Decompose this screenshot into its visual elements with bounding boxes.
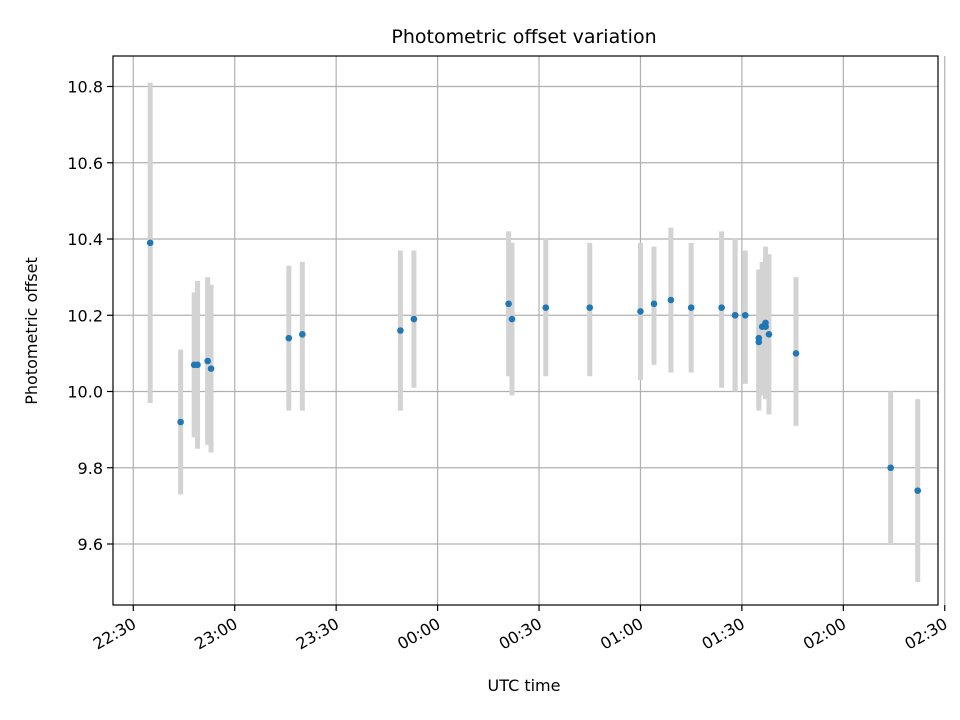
y-tick-label: 10.6 — [67, 154, 103, 173]
chart-title: Photometric offset variation — [391, 26, 656, 48]
y-tick-label: 9.8 — [78, 459, 103, 478]
plot-area-frame — [112, 55, 939, 606]
data-point — [792, 350, 800, 357]
data-point — [194, 361, 201, 369]
y-tick-label: 10.0 — [67, 383, 103, 402]
data-point — [204, 357, 211, 365]
data-point — [667, 296, 675, 304]
y-axis-ticks: 9.6 9.8 10.0 10.2 10.4 10.6 10.8 — [67, 78, 113, 554]
data-point — [762, 319, 769, 327]
data-point — [741, 311, 749, 319]
data-point — [397, 327, 404, 334]
data-point — [687, 304, 695, 311]
data-point — [285, 334, 293, 342]
x-axis-title: UTC time — [488, 676, 561, 695]
data-point — [765, 331, 773, 338]
data-point — [637, 308, 644, 315]
y-tick-label: 10.2 — [67, 306, 103, 325]
data-point — [755, 338, 763, 346]
data-point — [542, 304, 550, 311]
data-point — [299, 331, 306, 338]
data-point — [207, 365, 215, 372]
y-tick-label: 10.8 — [67, 78, 103, 97]
data-point — [887, 464, 894, 472]
data-point — [914, 487, 922, 494]
data-point — [586, 304, 594, 311]
y-axis-title: Photometric offset — [22, 257, 41, 405]
data-point — [508, 315, 516, 323]
y-tick-label: 10.4 — [67, 230, 103, 249]
y-tick-label: 9.6 — [78, 535, 103, 554]
data-point — [177, 418, 184, 426]
data-point — [731, 311, 739, 319]
data-point — [410, 315, 418, 323]
data-point — [505, 300, 512, 308]
data-point — [146, 239, 154, 247]
data-points — [146, 239, 922, 494]
data-point — [650, 300, 658, 308]
data-point — [718, 304, 725, 311]
